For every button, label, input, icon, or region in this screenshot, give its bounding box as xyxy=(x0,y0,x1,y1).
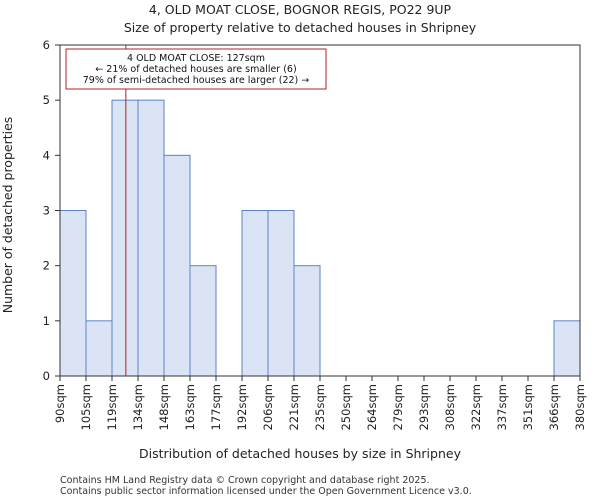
x-tick-label-90sqm: 90sqm xyxy=(53,384,67,423)
bar-221sqm xyxy=(293,265,321,377)
bar-192sqm xyxy=(241,210,269,377)
footer-line-2: Contains public sector information licen… xyxy=(60,486,472,497)
y-tick-label: 4 xyxy=(43,148,50,162)
x-ticks: 90sqm 105sqm 119sqm 134sqm 148sqm 163sqm 177sq… xyxy=(53,376,587,430)
x-tick-label-119sqm: 119sqm xyxy=(105,384,119,430)
x-tick-label-235sqm: 235sqm xyxy=(313,384,327,430)
y-ticks: 0 1 2 3 4 5 6 xyxy=(43,38,60,383)
bar-90sqm xyxy=(59,210,87,377)
x-tick-label-206sqm: 206sqm xyxy=(261,384,275,430)
x-tick-label-366sqm: 366sqm xyxy=(547,384,561,430)
x-tick-label-293sqm: 293sqm xyxy=(417,384,431,430)
x-tick-label-279sqm: 279sqm xyxy=(391,384,405,430)
bar-163sqm xyxy=(189,265,217,377)
x-tick-label-351sqm: 351sqm xyxy=(521,384,535,430)
x-tick-label-134sqm: 134sqm xyxy=(131,384,145,430)
x-tick-label-322sqm: 322sqm xyxy=(469,384,483,430)
bar-148sqm xyxy=(163,154,191,377)
x-tick-label-163sqm: 163sqm xyxy=(183,384,197,430)
x-tick-label-250sqm: 250sqm xyxy=(339,384,353,430)
y-tick-label: 6 xyxy=(43,38,50,52)
bar-206sqm xyxy=(267,210,295,377)
bar-366sqm xyxy=(553,320,581,377)
footer-line-1: Contains HM Land Registry data © Crown c… xyxy=(60,475,430,486)
y-tick-label: 2 xyxy=(43,259,50,273)
x-tick-label-148sqm: 148sqm xyxy=(157,384,171,430)
x-tick-label-221sqm: 221sqm xyxy=(287,384,301,430)
y-tick-label: 5 xyxy=(43,93,50,107)
x-tick-label-192sqm: 192sqm xyxy=(235,384,249,430)
bar-134sqm xyxy=(137,99,165,377)
bar-119sqm xyxy=(111,99,139,377)
x-axis-label: Distribution of detached houses by size … xyxy=(139,446,462,461)
x-tick-label-308sqm: 308sqm xyxy=(443,384,457,430)
y-tick-label: 3 xyxy=(43,204,50,218)
y-tick-label: 1 xyxy=(43,314,50,328)
x-tick-label-380sqm: 380sqm xyxy=(573,384,587,430)
x-tick-label-337sqm: 337sqm xyxy=(495,384,509,430)
plot-frame xyxy=(59,44,581,377)
annotation-line-2: ← 21% of detached houses are smaller (6) xyxy=(95,64,296,75)
x-tick-label-105sqm: 105sqm xyxy=(79,384,93,430)
bars-group xyxy=(59,99,581,377)
annotation-box: 4 OLD MOAT CLOSE: 127sqm ← 21% of detach… xyxy=(65,48,327,90)
bar-105sqm xyxy=(85,320,113,377)
annotation-line-3: 79% of semi-detached houses are larger (… xyxy=(83,75,310,86)
chart-title: 4, OLD MOAT CLOSE, BOGNOR REGIS, PO22 9U… xyxy=(149,2,452,17)
x-tick-label-264sqm: 264sqm xyxy=(365,384,379,430)
y-axis-label: Number of detached properties xyxy=(0,117,15,314)
annotation-line-1: 4 OLD MOAT CLOSE: 127sqm xyxy=(127,53,265,64)
chart-subtitle: Size of property relative to detached ho… xyxy=(124,20,477,35)
y-tick-label: 0 xyxy=(43,369,50,383)
x-tick-label-177sqm: 177sqm xyxy=(209,384,223,430)
